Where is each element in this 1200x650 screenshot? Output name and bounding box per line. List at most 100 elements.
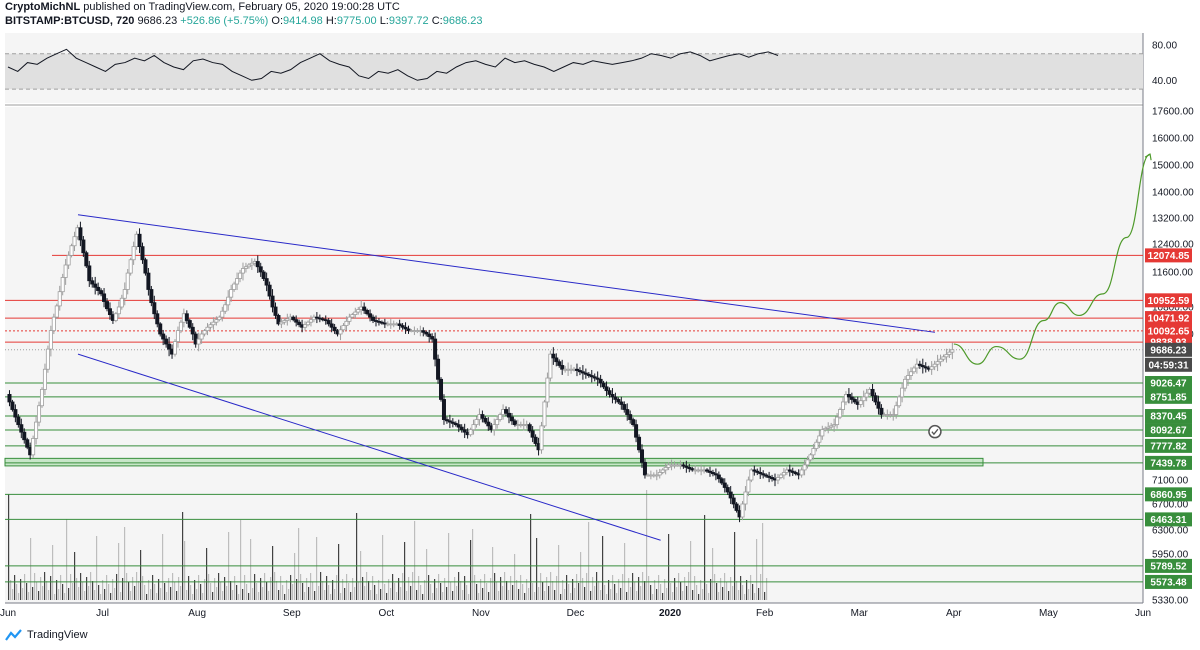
footer-branding[interactable]: TradingView <box>5 629 88 641</box>
volume-bar <box>710 579 712 600</box>
candle-body <box>542 401 547 427</box>
volume-bar <box>132 577 134 600</box>
volume-bar <box>406 591 408 600</box>
candle-body <box>631 419 636 426</box>
volume-bar <box>270 577 272 600</box>
candle-body <box>601 382 606 388</box>
volume-bar <box>74 552 76 600</box>
axes: 17600.00 16000.00 15000.00 14000.00 13200.00… <box>0 107 1194 620</box>
published-text: published on TradingView.com, February 0… <box>83 1 400 13</box>
volume-bar <box>192 594 194 600</box>
volume-bar <box>448 533 450 600</box>
candle-body <box>264 278 269 286</box>
candle-body <box>447 420 452 423</box>
volume-bar <box>438 574 440 600</box>
volume-bar <box>686 586 688 600</box>
candle-body <box>610 394 615 398</box>
volume-bar <box>102 580 104 600</box>
volume-bar <box>594 586 596 600</box>
volume-bar <box>436 588 438 600</box>
volume-bar <box>666 588 668 600</box>
candle-body <box>923 366 928 369</box>
candle-body <box>427 333 432 337</box>
candle-body <box>778 474 783 478</box>
volume-bar <box>224 577 226 600</box>
price-change: +526.86 (+5.75%) <box>180 15 269 27</box>
volume-bar <box>360 551 362 600</box>
low-value: 9397.72 <box>388 15 429 27</box>
candle-body <box>932 363 937 368</box>
y-tick-label: 11600.00 <box>1152 268 1193 279</box>
volume-bar <box>112 579 114 600</box>
volume-bar <box>564 589 566 600</box>
open-label: O: <box>271 15 284 27</box>
volume-bar <box>430 584 432 600</box>
volume-bar <box>64 593 66 600</box>
volume-bar <box>230 581 232 600</box>
candle-body <box>634 424 639 438</box>
candle-body <box>87 265 92 282</box>
volume-bar <box>394 583 396 600</box>
volume-bar <box>692 590 694 600</box>
candle-body <box>223 304 228 312</box>
author-name[interactable]: CryptoMichNL <box>5 1 81 13</box>
volume-bar <box>540 573 542 600</box>
volume-bar <box>356 513 358 600</box>
candle-body <box>580 371 585 374</box>
candle-body <box>303 324 308 328</box>
resistance-tag <box>1145 311 1192 326</box>
volume-bar <box>512 585 514 600</box>
volume-bars <box>8 490 768 600</box>
volume-bar <box>276 581 278 600</box>
volume-bar <box>532 583 534 600</box>
candle-body <box>220 310 225 318</box>
volume-bar <box>412 572 414 600</box>
volume-bar <box>612 575 614 600</box>
volume-bar <box>638 577 640 600</box>
volume-bar <box>708 593 710 600</box>
volume-bar <box>184 541 186 600</box>
volume-bar <box>598 581 600 600</box>
candle-body <box>684 465 689 468</box>
volume-bar <box>416 590 418 600</box>
candle-body <box>51 316 56 332</box>
volume-bar <box>684 577 686 600</box>
candle-body <box>592 376 597 379</box>
high-label: H: <box>325 15 337 27</box>
volume-bar <box>84 591 86 600</box>
volume-bar <box>450 582 452 600</box>
volume-bar <box>662 593 664 600</box>
candle-body <box>710 472 715 475</box>
volume-bar <box>516 580 518 600</box>
candle-body <box>539 425 544 451</box>
candle-body <box>761 473 766 476</box>
countdown-label: 04:59:31 <box>1148 360 1188 371</box>
volume-bar <box>326 576 328 600</box>
volume-bar <box>544 591 546 600</box>
candle-body <box>944 354 949 358</box>
volume-bar <box>318 586 320 600</box>
volume-bar <box>344 588 346 600</box>
volume-bar <box>298 528 300 600</box>
volume-bar <box>136 572 138 600</box>
support-tag-label: 5789.52 <box>1150 561 1187 572</box>
candle-body <box>746 479 751 493</box>
volume-bar <box>210 583 212 600</box>
volume-bar <box>626 592 628 600</box>
volume-bar <box>98 585 100 600</box>
y-tick-label: 16000.00 <box>1152 134 1194 145</box>
resistance-tag-label: 10471.92 <box>1148 314 1190 325</box>
volume-bar <box>760 574 762 600</box>
volume-bar <box>262 587 264 600</box>
volume-bar <box>622 574 624 600</box>
last-price: 9686.23 <box>137 15 178 27</box>
volume-bar <box>370 590 372 600</box>
volume-bar <box>314 591 316 600</box>
candle-body <box>158 323 163 335</box>
volume-bar <box>198 575 200 600</box>
volume-bar <box>266 582 268 600</box>
volume-bar <box>374 585 376 600</box>
candle-body <box>642 461 647 476</box>
candle-body <box>835 416 840 426</box>
